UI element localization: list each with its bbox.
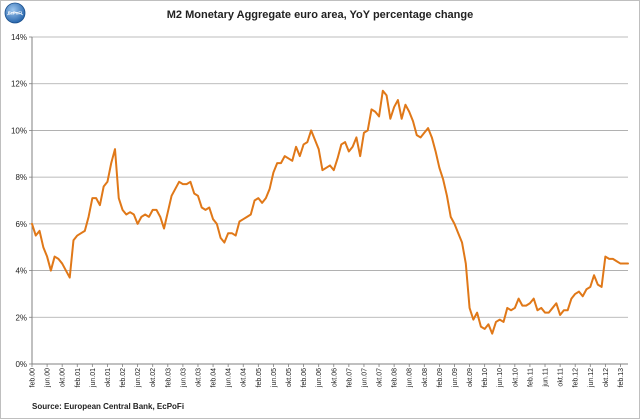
x-tick-label: okt.09 xyxy=(467,368,474,387)
x-tick-label: feb.00 xyxy=(30,368,37,388)
x-tick-label: feb.04 xyxy=(211,368,218,388)
x-tick-label: jun.05 xyxy=(271,368,278,388)
x-tick-label: okt.11 xyxy=(558,368,565,387)
x-tick-label: feb.01 xyxy=(75,368,82,388)
x-tick-label: okt.05 xyxy=(286,368,293,387)
x-tick-label: jun.04 xyxy=(226,368,233,388)
source-note: Source: European Central Bank, EcPoFi xyxy=(32,402,185,411)
x-tick-label: feb.08 xyxy=(392,368,399,388)
x-tick-label: jun.02 xyxy=(135,368,142,388)
y-tick-label: 8% xyxy=(15,173,27,182)
x-tick-label: okt.01 xyxy=(105,368,112,387)
ecpofi-logo-icon: EcPoFi xyxy=(4,2,26,24)
x-tick-label: jun.07 xyxy=(361,368,368,388)
x-axis-ticks: feb.00 jun.00 okt.00 feb.01 jun.01 okt.01 feb.… xyxy=(30,364,625,388)
x-tick-label: jun.12 xyxy=(588,368,595,388)
axes xyxy=(31,37,628,365)
x-tick-label: jun.01 xyxy=(90,368,97,388)
x-tick-label: okt.10 xyxy=(512,368,519,387)
x-tick-label: okt.03 xyxy=(195,368,202,387)
y-axis-ticks: 0% 2% 4% 6% 8% 10% 12% 14% xyxy=(11,33,32,369)
y-tick-label: 10% xyxy=(11,126,27,135)
x-tick-label: jun.09 xyxy=(452,368,459,388)
x-tick-label: okt.02 xyxy=(150,368,157,387)
x-tick-label: jun.03 xyxy=(180,368,187,388)
x-tick-label: okt.08 xyxy=(422,368,429,387)
x-tick-label: jun.08 xyxy=(407,368,414,388)
series-group xyxy=(31,89,629,335)
x-tick-label: okt.00 xyxy=(60,368,67,387)
y-tick-label: 4% xyxy=(15,267,27,276)
logo-text: EcPoFi xyxy=(8,11,22,16)
grid-lines xyxy=(32,36,628,318)
y-tick-label: 6% xyxy=(15,220,27,229)
y-tick-label: 12% xyxy=(11,80,27,89)
y-tick-label: 14% xyxy=(11,33,27,42)
x-tick-label: feb.11 xyxy=(527,368,534,387)
x-tick-label: jun.10 xyxy=(497,368,504,388)
x-tick-label: jun.11 xyxy=(543,368,550,388)
x-tick-label: feb.05 xyxy=(256,368,263,388)
chart-title: M2 Monetary Aggregate euro area, YoY per… xyxy=(166,9,474,21)
y-tick-label: 2% xyxy=(15,313,27,322)
x-tick-label: okt.12 xyxy=(603,368,610,387)
x-tick-label: okt.06 xyxy=(331,368,338,387)
x-tick-label: okt.07 xyxy=(377,368,384,387)
x-tick-label: feb.02 xyxy=(120,368,127,388)
x-tick-label: feb.07 xyxy=(346,368,353,388)
series-line-m2-yoy xyxy=(31,89,629,335)
x-tick-label: jun.06 xyxy=(316,368,323,388)
x-tick-label: jun.00 xyxy=(45,368,52,388)
x-tick-label: feb.09 xyxy=(437,368,444,388)
x-tick-label: feb.06 xyxy=(301,368,308,388)
x-tick-label: feb.13 xyxy=(618,368,625,388)
y-tick-label: 0% xyxy=(15,360,27,369)
x-tick-label: feb.10 xyxy=(482,368,489,388)
x-tick-label: okt.04 xyxy=(241,368,248,387)
x-tick-label: feb.03 xyxy=(165,368,172,388)
x-tick-label: feb.12 xyxy=(573,368,580,388)
